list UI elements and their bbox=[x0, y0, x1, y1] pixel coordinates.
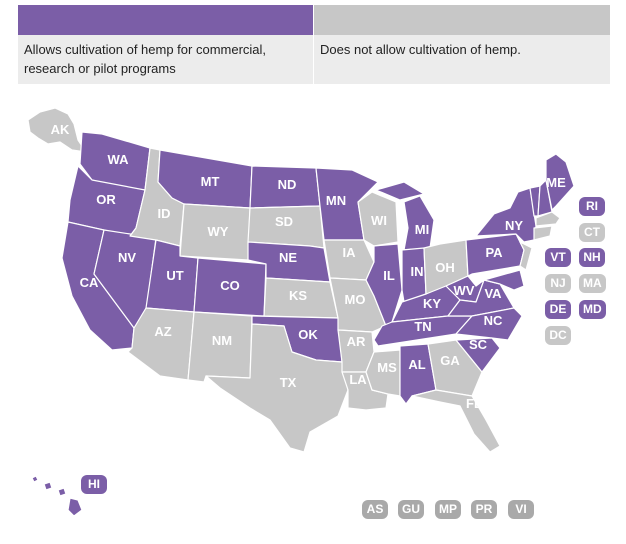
label-nv: NV bbox=[118, 250, 136, 265]
label-ky: KY bbox=[423, 296, 441, 311]
label-ia: IA bbox=[343, 245, 357, 260]
state-nj[interactable] bbox=[519, 241, 533, 271]
us-map-svg: AK WA OR CA NV ID MT WY UT CO AZ NM ND S… bbox=[27, 107, 575, 517]
badge-ct[interactable]: CT bbox=[579, 223, 605, 242]
label-il: IL bbox=[383, 268, 395, 283]
label-mt: MT bbox=[201, 174, 220, 189]
label-wa: WA bbox=[108, 152, 130, 167]
label-al: AL bbox=[408, 357, 425, 372]
state-ct[interactable] bbox=[533, 225, 553, 241]
state-ny[interactable] bbox=[475, 187, 537, 243]
legend: Allows cultivation of hemp for commercia… bbox=[18, 5, 610, 84]
label-sc: SC bbox=[469, 337, 488, 352]
label-me: ME bbox=[546, 175, 566, 190]
label-wi: WI bbox=[371, 213, 387, 228]
label-in: IN bbox=[411, 264, 424, 279]
badge-ma[interactable]: MA bbox=[579, 274, 606, 293]
label-tx: TX bbox=[280, 375, 297, 390]
label-nd: ND bbox=[278, 177, 297, 192]
legend-swatch-disallow bbox=[314, 5, 610, 35]
label-ak: AK bbox=[51, 122, 70, 137]
state-sc[interactable] bbox=[455, 337, 501, 373]
label-mi: MI bbox=[415, 222, 429, 237]
label-az: AZ bbox=[154, 324, 171, 339]
label-or: OR bbox=[96, 192, 116, 207]
label-ok: OK bbox=[298, 327, 318, 342]
label-ga: GA bbox=[440, 353, 460, 368]
label-co: CO bbox=[220, 278, 240, 293]
badge-vi[interactable]: VI bbox=[508, 500, 534, 519]
us-map: AK WA OR CA NV ID MT WY UT CO AZ NM ND S… bbox=[0, 90, 626, 544]
state-ga[interactable] bbox=[427, 339, 483, 397]
label-mo: MO bbox=[345, 292, 366, 307]
label-wv: WV bbox=[454, 283, 475, 298]
legend-text-allow: Allows cultivation of hemp for commercia… bbox=[18, 35, 313, 84]
state-me[interactable] bbox=[545, 153, 575, 211]
badge-gu[interactable]: GU bbox=[398, 500, 424, 519]
label-oh: OH bbox=[435, 260, 455, 275]
legend-swatch-allow bbox=[18, 5, 313, 35]
badge-nj[interactable]: NJ bbox=[545, 274, 571, 293]
badge-md[interactable]: MD bbox=[579, 300, 606, 319]
state-hi[interactable] bbox=[31, 475, 83, 517]
badge-de[interactable]: DE bbox=[545, 300, 571, 319]
label-ny: NY bbox=[505, 218, 523, 233]
badge-vt[interactable]: VT bbox=[545, 248, 571, 267]
label-ar: AR bbox=[347, 334, 366, 349]
badge-pr[interactable]: PR bbox=[471, 500, 497, 519]
state-wi[interactable] bbox=[357, 191, 399, 247]
label-fl: FL bbox=[466, 396, 482, 411]
label-ut: UT bbox=[166, 268, 183, 283]
label-mn: MN bbox=[326, 193, 346, 208]
badge-as[interactable]: AS bbox=[362, 500, 388, 519]
state-md[interactable] bbox=[483, 269, 525, 291]
label-ks: KS bbox=[289, 288, 307, 303]
label-va: VA bbox=[484, 286, 502, 301]
label-ca: CA bbox=[80, 275, 99, 290]
label-ms: MS bbox=[377, 360, 397, 375]
badge-mp[interactable]: MP bbox=[435, 500, 461, 519]
label-nm: NM bbox=[212, 333, 232, 348]
state-fl[interactable] bbox=[411, 389, 501, 453]
label-pa: PA bbox=[485, 245, 503, 260]
label-la: LA bbox=[349, 372, 367, 387]
badge-ri[interactable]: RI bbox=[579, 197, 605, 216]
badge-hi[interactable]: HI bbox=[81, 475, 107, 494]
label-sd: SD bbox=[275, 214, 293, 229]
label-nc: NC bbox=[484, 313, 503, 328]
badge-nh[interactable]: NH bbox=[579, 248, 605, 267]
label-wy: WY bbox=[208, 224, 229, 239]
legend-text-disallow: Does not allow cultivation of hemp. bbox=[314, 35, 610, 84]
badge-dc[interactable]: DC bbox=[545, 326, 571, 345]
label-id: ID bbox=[158, 206, 171, 221]
state-ma[interactable] bbox=[535, 211, 561, 227]
label-tn: TN bbox=[414, 319, 431, 334]
state-tx[interactable] bbox=[205, 323, 349, 453]
label-ne: NE bbox=[279, 250, 297, 265]
